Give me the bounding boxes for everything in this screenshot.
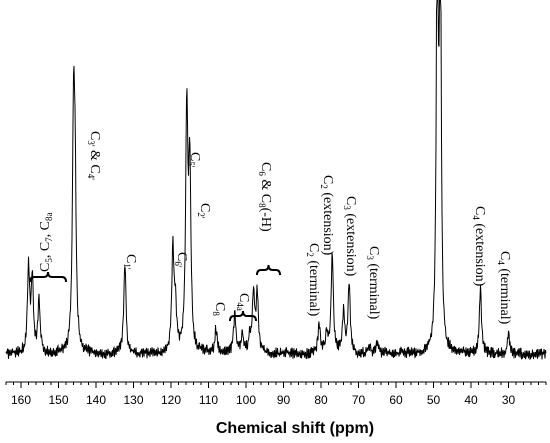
- x-tick-label: 50: [427, 393, 441, 407]
- x-tick-label: 70: [352, 393, 366, 407]
- annotation-c4a: C4a: [235, 293, 251, 311]
- annotation-c8: C8: [211, 302, 227, 316]
- x-tick-label: 60: [389, 393, 403, 407]
- x-axis-label: Chemical shift (ppm): [216, 420, 374, 437]
- x-tick-label: 110: [199, 393, 218, 407]
- annotation-c3term: C3 (terminal): [365, 246, 381, 320]
- x-tick-label: 160: [11, 393, 31, 407]
- annotation-c4ext: C4 (extension): [471, 206, 487, 287]
- brace-c4a: [229, 310, 257, 322]
- annotation-c5c7c8a: C5, C7, C8a: [38, 212, 54, 272]
- annotation-c2ext: C2 (extension): [319, 175, 335, 256]
- spectrum-layer: [5, 0, 547, 361]
- x-axis: 160 150 140 130 120 110 100 90 80 70 60 50 40 30: [5, 381, 547, 407]
- annotation-c1: C1': [122, 254, 138, 270]
- spectrum-trace: [5, 0, 547, 361]
- x-tick-label: 40: [464, 393, 478, 407]
- annotation-c3ext: C3 (extension): [342, 196, 358, 277]
- annotation-c2term: C2 (terminal): [305, 243, 321, 317]
- annotation-c6p: C6': [173, 252, 189, 268]
- peak-annotations: C5, C7, C8a C3' & C4' C1' C6' C5' C2' C8 C4a C6 …: [29, 131, 512, 325]
- brace-c5-c7-c8a: [29, 271, 67, 283]
- x-tick-label: 150: [48, 393, 68, 407]
- x-tick-label: 30: [502, 393, 516, 407]
- x-tick-label: 100: [236, 393, 256, 407]
- annotation-c2p: C2': [196, 203, 212, 219]
- brace-c6-c8: [256, 264, 281, 276]
- x-tick-label: 140: [86, 393, 106, 407]
- annotation-c3c4: C3' & C4': [86, 131, 102, 180]
- annotation-c5p: C5': [186, 152, 202, 168]
- annotation-c4term: C4 (terminal): [496, 251, 512, 325]
- x-tick-label: 80: [314, 393, 328, 407]
- x-tick-label: 120: [161, 393, 181, 407]
- annotation-c6c8: C6 & C8(-H): [257, 162, 273, 232]
- x-tick-label: 130: [123, 393, 143, 407]
- x-tick-label: 90: [277, 393, 291, 407]
